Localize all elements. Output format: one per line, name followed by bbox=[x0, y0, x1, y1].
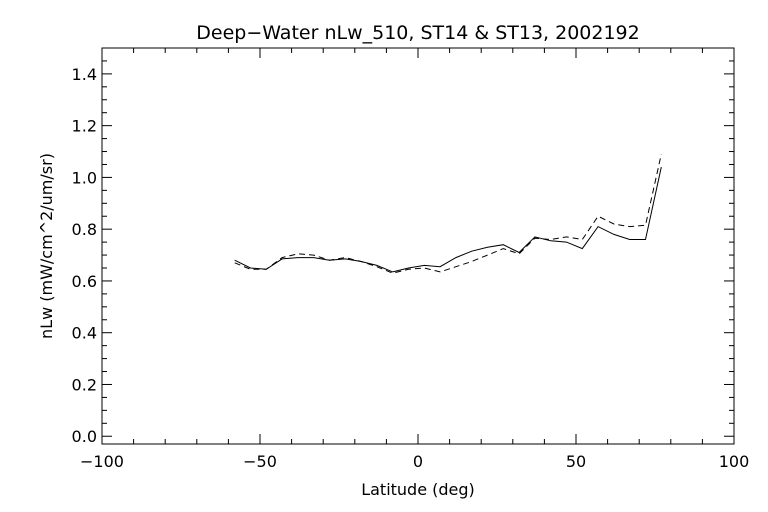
x-tick-label: −100 bbox=[80, 452, 124, 471]
y-tick-label: 0.6 bbox=[72, 272, 97, 291]
y-tick-label: 1.4 bbox=[72, 65, 97, 84]
axis-ticks bbox=[102, 48, 734, 444]
x-axis-label: Latitude (deg) bbox=[361, 480, 475, 499]
x-tick-label: 50 bbox=[566, 452, 586, 471]
y-tick-label: 1.2 bbox=[72, 117, 97, 136]
y-tick-label: 0.2 bbox=[72, 375, 97, 394]
y-tick-label: 0.4 bbox=[72, 324, 97, 343]
y-tick-label: 0.8 bbox=[72, 220, 97, 239]
plot-frame bbox=[102, 48, 734, 444]
x-tick-label: 100 bbox=[719, 452, 750, 471]
series-line-solid bbox=[235, 167, 662, 272]
x-tick-label: 0 bbox=[413, 452, 423, 471]
y-axis-label: nLw (mW/cm^2/um/sr) bbox=[37, 153, 56, 339]
x-tick-label: −50 bbox=[243, 452, 277, 471]
series-lines bbox=[235, 154, 662, 273]
y-tick-label: 1.0 bbox=[72, 168, 97, 187]
chart-title: Deep−Water nLw_510, ST14 & ST13, 2002192 bbox=[196, 22, 640, 44]
y-tick-label: 0.0 bbox=[72, 427, 97, 446]
series-line-dashed bbox=[235, 154, 662, 273]
